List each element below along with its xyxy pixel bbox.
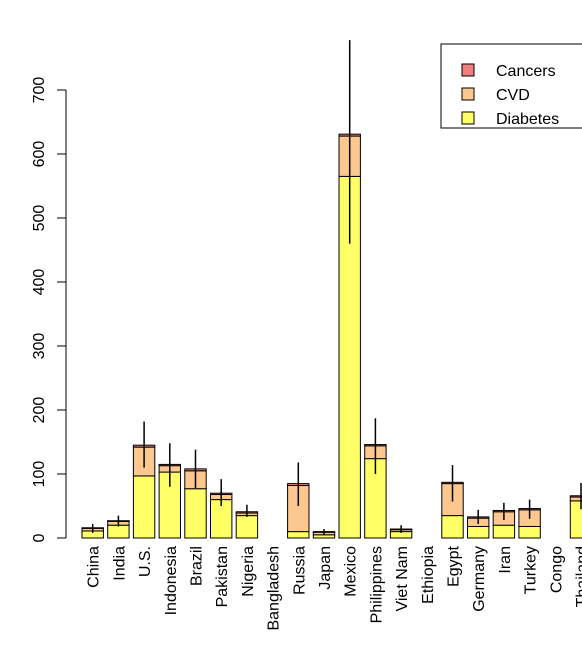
x-category-label: India [111,546,128,581]
x-category-label: U.S. [137,546,154,577]
x-category-label: Ethiopia [420,546,437,604]
x-category-label: Congo [548,546,565,593]
bar-cancers-19 [569,495,582,498]
x-category-label: Iran [497,546,514,574]
legend-label-cancers: Cancers [496,63,556,80]
y-tick-label: 500 [31,205,48,232]
error-bars [91,40,582,535]
y-tick-label: 200 [31,397,48,424]
x-category-label: Philippines [368,546,385,623]
x-category-label: Nigeria [240,546,257,597]
y-tick-label: 100 [31,461,48,488]
legend-swatch-cancers [461,63,475,77]
x-category-label: Indonesia [163,546,180,615]
bars [81,133,582,539]
x-category-label: Viet Nam [394,546,411,612]
bar-diabetes-4 [184,488,207,539]
x-category-label: Japan [317,546,334,590]
x-category-label: Russia [291,546,308,595]
legend-swatch-cvd [461,87,475,101]
x-category-label: Egypt [446,545,463,586]
bar-diabetes-2 [132,475,156,539]
x-category-label: China [86,546,103,588]
x-category-label: Pakistan [214,546,231,607]
bar-diabetes-15 [467,525,490,539]
x-category-label: Germany [471,546,488,612]
bar-diabetes-14 [441,515,464,539]
x-category-label: Thailand [574,546,582,607]
y-tick-label: 400 [31,269,48,296]
bar-diabetes-17 [518,525,541,539]
legend-swatch-diabetes [461,111,475,125]
y-axis: 0 100 200 300 400 500 600 700 [31,77,67,542]
bar-cvd-19 [569,496,582,502]
x-axis-labels: China India U.S. Indonesia Brazil Pakistan Nig… [86,545,582,630]
x-category-label: Bangladesh [266,546,283,631]
bar-diabetes-16 [492,524,516,539]
x-category-label: Brazil [189,546,206,586]
bar-diabetes-8 [287,531,310,539]
legend: Cancers CVD Diabetes [440,43,582,129]
y-tick-label: 600 [31,141,48,168]
y-tick-label: 700 [31,77,48,104]
bar-diabetes-19 [569,500,582,539]
x-category-label: Mexico [343,546,360,597]
bar-diabetes-1 [107,524,130,539]
bar-diabetes-6 [235,515,259,539]
legend-label-diabetes: Diabetes [496,111,559,128]
y-tick-label: 300 [31,333,48,360]
x-category-label: Turkey [523,546,540,594]
legend-label-cvd: CVD [496,87,530,104]
y-tick-label: 0 [31,533,48,542]
